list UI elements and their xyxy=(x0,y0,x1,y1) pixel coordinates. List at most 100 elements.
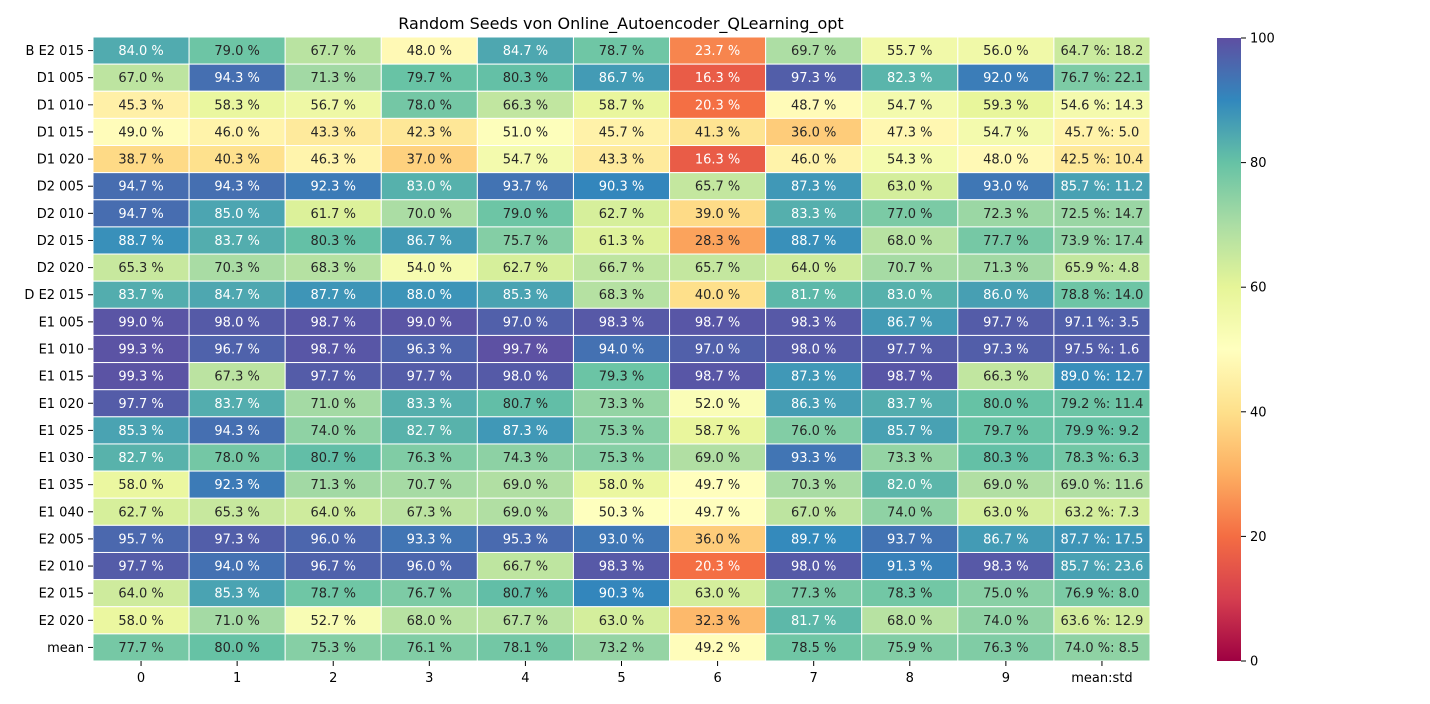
cell-value-label: 77.7 % xyxy=(118,641,163,656)
heatmap-cell xyxy=(1053,470,1151,499)
heatmap-cell xyxy=(765,226,863,255)
heatmap-cell xyxy=(1053,416,1151,445)
cell-value-label: 78.3 % xyxy=(887,587,932,602)
cell-value-label: 79.9 %: 9.2 xyxy=(1065,424,1140,439)
y-tick-label: mean xyxy=(47,641,84,656)
cell-value-label: 76.1 % xyxy=(407,641,452,656)
cell-value-label: 88.0 % xyxy=(407,288,452,303)
heatmap-cell xyxy=(765,63,863,92)
heatmap-cell xyxy=(572,199,671,228)
cell-value-label: 93.0 % xyxy=(599,532,644,547)
y-tick-label: D2 005 xyxy=(37,180,84,195)
heatmap-cell xyxy=(957,117,1055,147)
cell-value-label: 54.7 % xyxy=(887,98,932,113)
cell-value-label: 69.0 % xyxy=(503,505,548,520)
cell-value-label: 56.7 % xyxy=(311,98,356,113)
cell-value-label: 83.3 % xyxy=(791,207,836,222)
heatmap-cell xyxy=(957,307,1055,336)
heatmap-cell xyxy=(476,226,574,255)
heatmap-cell xyxy=(572,334,671,364)
cell-value-label: 97.7 % xyxy=(407,370,452,385)
cell-value-label: 58.0 % xyxy=(118,478,163,493)
x-tick-label: 9 xyxy=(1002,671,1010,686)
heatmap-cell xyxy=(669,253,767,282)
cell-value-label: 81.7 % xyxy=(791,288,836,303)
heatmap-cell xyxy=(284,633,382,662)
cell-value-label: 61.7 % xyxy=(311,207,356,222)
heatmap-cell xyxy=(92,226,190,255)
cell-value-label: 98.0 % xyxy=(214,315,259,330)
cell-value-label: 67.0 % xyxy=(118,71,163,86)
cell-value-label: 48.0 % xyxy=(407,44,452,59)
cell-value-label: 76.0 % xyxy=(791,424,836,439)
heatmap-cell xyxy=(92,524,190,553)
cell-value-label: 28.3 % xyxy=(695,234,740,249)
colorbar-tick-label: 80 xyxy=(1250,156,1267,171)
heatmap-cell xyxy=(572,36,671,65)
cell-value-label: 85.0 % xyxy=(214,207,259,222)
cell-value-label: 40.0 % xyxy=(695,288,740,303)
cell-value-label: 69.0 % xyxy=(983,478,1028,493)
cell-value-label: 68.0 % xyxy=(887,614,932,629)
cell-value-label: 20.3 % xyxy=(695,560,740,575)
heatmap-cell xyxy=(380,226,478,255)
y-tick-label: D2 015 xyxy=(37,234,84,249)
heatmap-cell xyxy=(284,470,382,499)
cell-value-label: 61.3 % xyxy=(599,234,644,249)
cell-value-label: 65.9 %: 4.8 xyxy=(1065,261,1140,276)
cell-value-label: 78.7 % xyxy=(599,44,644,59)
heatmap-cell xyxy=(476,551,574,581)
y-tick-label: E2 020 xyxy=(39,614,84,629)
heatmap-cell xyxy=(957,63,1055,92)
cell-value-label: 40.3 % xyxy=(214,153,259,168)
cell-value-label: 37.0 % xyxy=(407,153,452,168)
cell-value-label: 23.7 % xyxy=(695,44,740,59)
heatmap-cell xyxy=(1053,579,1151,608)
heatmap-cell xyxy=(476,470,574,499)
cell-value-label: 46.0 % xyxy=(214,125,259,140)
heatmap-cell xyxy=(188,551,286,581)
cell-value-label: 82.7 % xyxy=(407,424,452,439)
heatmap-cell xyxy=(572,226,671,255)
cell-value-label: 69.0 % xyxy=(503,478,548,493)
cell-value-label: 47.3 % xyxy=(887,125,932,140)
cell-value-label: 70.7 % xyxy=(407,478,452,493)
heatmap-cell xyxy=(92,63,190,92)
heatmap-cell xyxy=(669,334,767,364)
cell-value-label: 36.0 % xyxy=(791,125,836,140)
cell-value-label: 96.0 % xyxy=(407,560,452,575)
cell-value-label: 96.0 % xyxy=(311,532,356,547)
cell-value-label: 86.0 % xyxy=(983,288,1028,303)
cell-value-label: 54.7 % xyxy=(503,153,548,168)
heatmap-cell xyxy=(188,145,286,174)
cell-value-label: 50.3 % xyxy=(599,505,644,520)
heatmap-cell xyxy=(476,280,574,309)
x-tick-label: 0 xyxy=(137,671,145,686)
cell-value-label: 99.0 % xyxy=(118,315,163,330)
cell-value-label: 48.7 % xyxy=(791,98,836,113)
cell-value-label: 65.3 % xyxy=(118,261,163,276)
heatmap-cell xyxy=(572,280,671,309)
heatmap-cell xyxy=(188,470,286,499)
heatmap-cell xyxy=(765,524,863,553)
cell-value-label: 97.7 % xyxy=(118,397,163,412)
cell-value-label: 98.7 % xyxy=(695,370,740,385)
heatmap-cell xyxy=(765,551,863,581)
cell-value-label: 64.0 % xyxy=(311,505,356,520)
heatmap-cell xyxy=(957,36,1055,65)
cell-value-label: 54.3 % xyxy=(887,153,932,168)
heatmap-cell xyxy=(957,524,1055,553)
y-tick-label: D1 015 xyxy=(37,125,84,140)
cell-value-label: 72.3 % xyxy=(983,207,1028,222)
cell-value-label: 54.7 % xyxy=(983,125,1028,140)
heatmap-cell xyxy=(380,606,478,635)
cell-value-label: 79.7 % xyxy=(983,424,1028,439)
cell-value-label: 71.0 % xyxy=(214,614,259,629)
heatmap-cell xyxy=(572,579,671,608)
cell-value-label: 45.7 %: 5.0 xyxy=(1065,125,1140,140)
heatmap-cell xyxy=(957,145,1055,174)
heatmap-cell xyxy=(765,579,863,608)
heatmap-cell xyxy=(957,253,1055,282)
cell-value-label: 83.3 % xyxy=(407,397,452,412)
colorbar-tick-label: 20 xyxy=(1250,530,1267,545)
